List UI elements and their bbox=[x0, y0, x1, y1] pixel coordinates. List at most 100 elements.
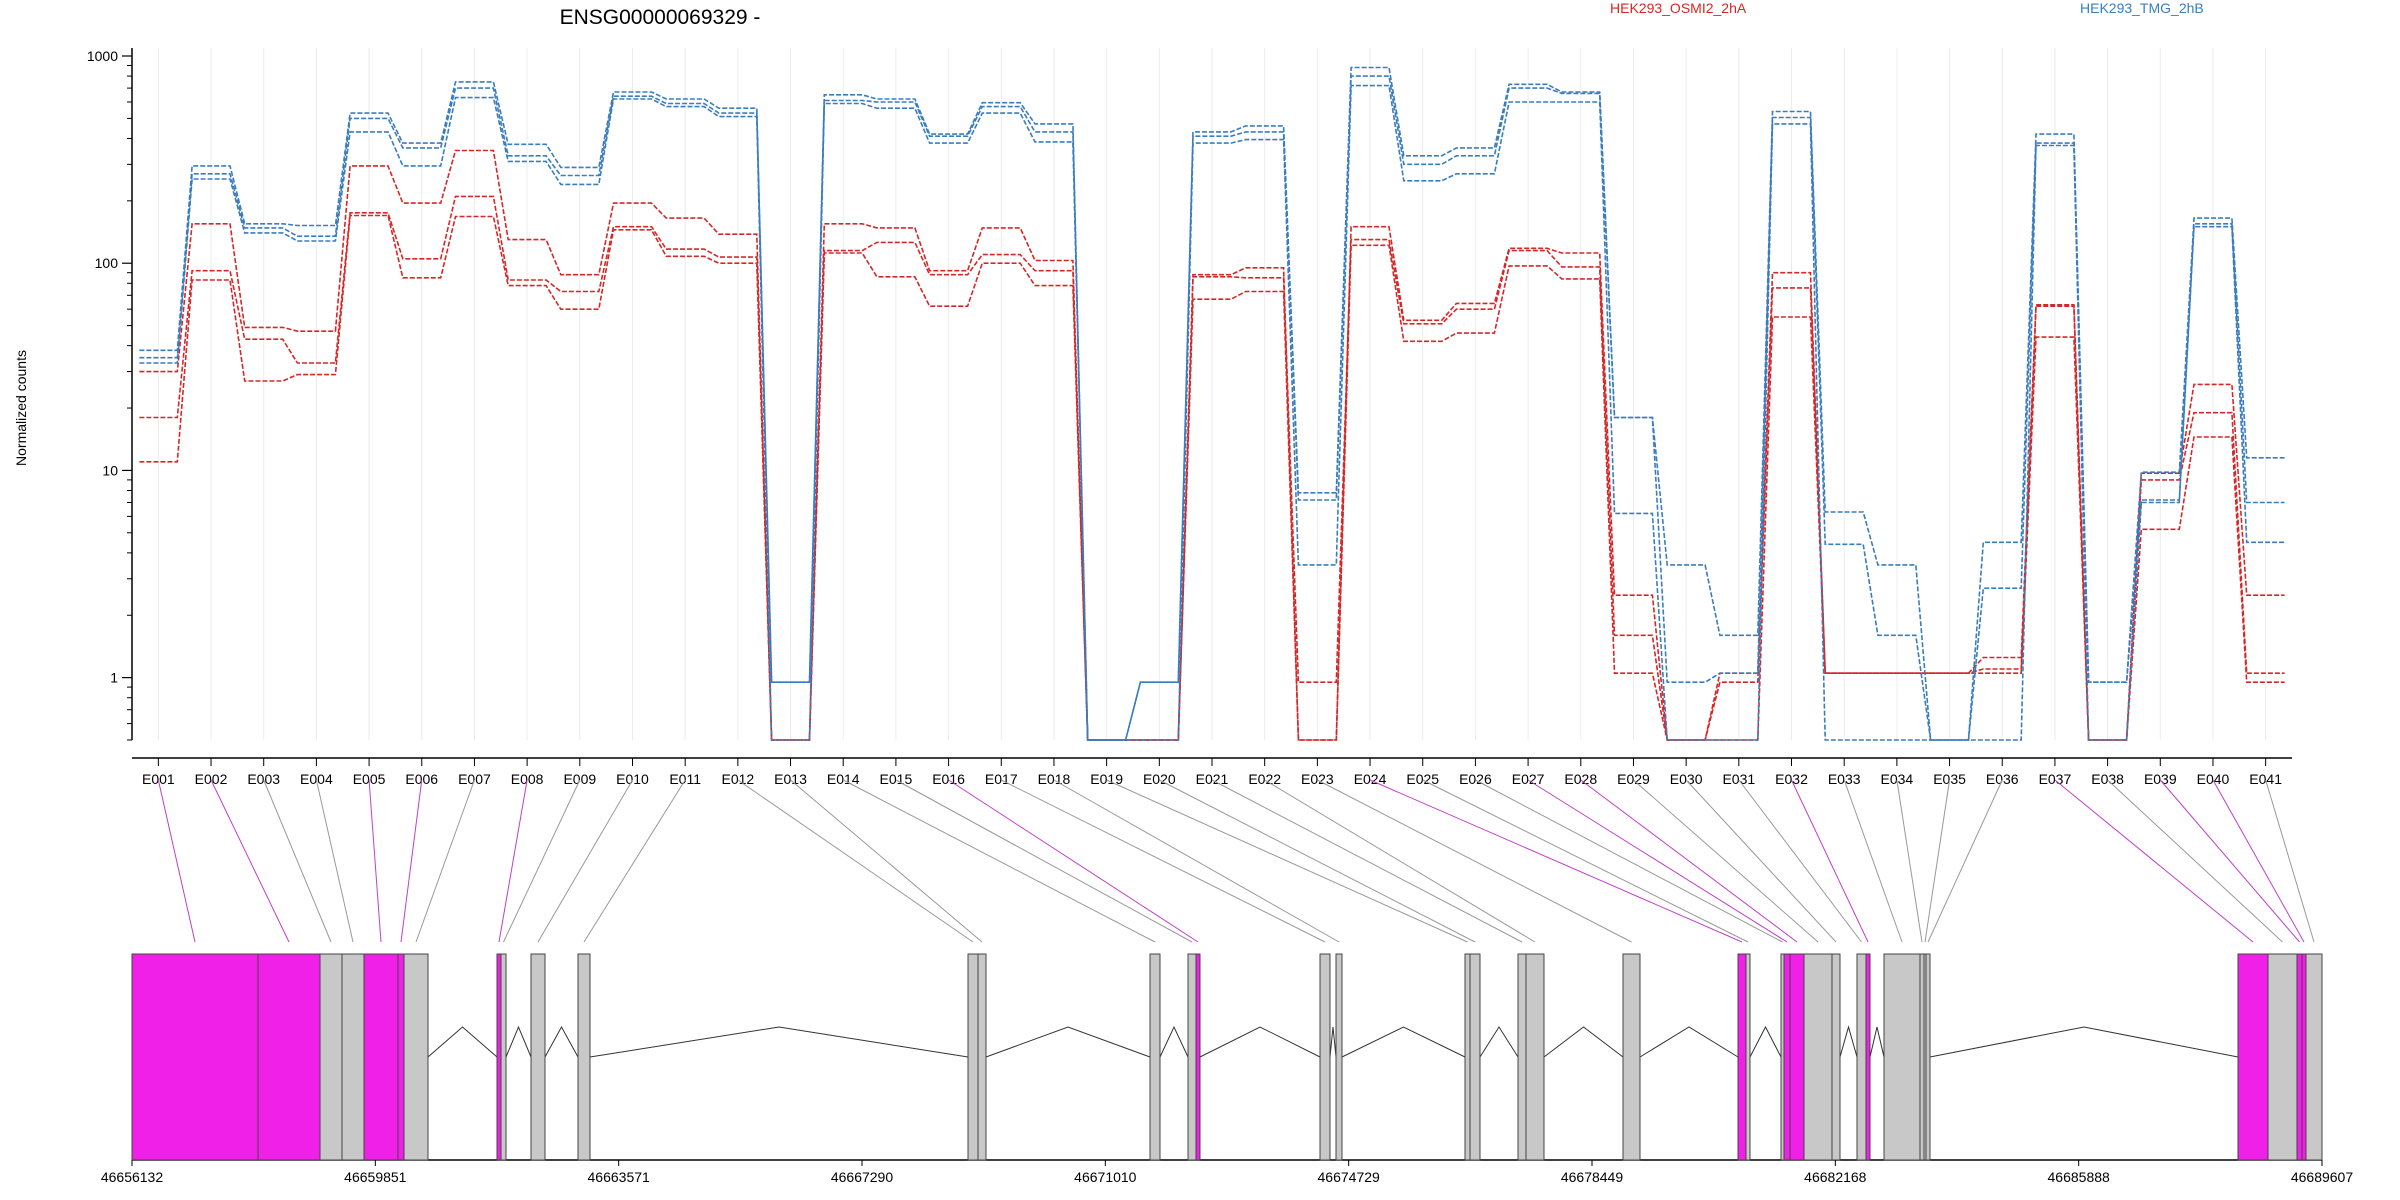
gene-exon-E022 bbox=[1525, 953, 1545, 1161]
x-tick-label-E013: E013 bbox=[774, 771, 807, 787]
x-tick-label-E011: E011 bbox=[669, 771, 701, 787]
series-0-replicate-2 bbox=[139, 214, 2285, 741]
connector-E027 bbox=[1527, 779, 1788, 943]
gene-exon-E009 bbox=[500, 953, 507, 1161]
intron bbox=[1749, 1025, 1782, 1058]
coordinate-label: 46671010 bbox=[1074, 1169, 1137, 1185]
connector-E036 bbox=[1927, 779, 2003, 943]
x-tick-label-E014: E014 bbox=[827, 771, 860, 787]
coordinate-label: 46656132 bbox=[101, 1169, 164, 1185]
gene-exon-E021 bbox=[1517, 953, 1527, 1161]
connector-E021 bbox=[1211, 779, 1523, 943]
x-tick-label-E003: E003 bbox=[247, 771, 280, 787]
x-tick-label-E007: E007 bbox=[458, 771, 491, 787]
gene-exon-E031 bbox=[1856, 953, 1867, 1161]
connector-E007 bbox=[415, 779, 475, 943]
x-tick-label-E040: E040 bbox=[2197, 771, 2230, 787]
gene-exon-E008 bbox=[496, 953, 502, 1161]
connector-E014 bbox=[842, 779, 1156, 943]
legend-label-tmg: HEK293_TMG_2hB bbox=[2080, 0, 2204, 16]
coordinate-label: 46663571 bbox=[588, 1169, 651, 1185]
x-tick-label-E026: E026 bbox=[1459, 771, 1492, 787]
x-tick-label-E009: E009 bbox=[563, 771, 596, 787]
x-tick-label-E029: E029 bbox=[1617, 771, 1650, 787]
x-tick-label-E018: E018 bbox=[1038, 771, 1071, 787]
series-1-replicate-1 bbox=[139, 75, 2285, 741]
x-tick-label-E019: E019 bbox=[1090, 771, 1123, 787]
intron bbox=[1839, 1025, 1858, 1058]
intron bbox=[589, 1026, 969, 1058]
connector-E008 bbox=[498, 779, 528, 943]
gene-exon-E041 bbox=[2305, 953, 2323, 1161]
gridlines bbox=[157, 48, 2267, 740]
connector-E009 bbox=[503, 779, 581, 943]
intron bbox=[1639, 1026, 1739, 1058]
connector-E022 bbox=[1264, 779, 1536, 943]
x-tick-label-E035: E035 bbox=[1933, 771, 1966, 787]
x-tick-label-E027: E027 bbox=[1512, 771, 1545, 787]
x-tick-label-E022: E022 bbox=[1248, 771, 1281, 787]
gene-exon-E020 bbox=[1469, 953, 1481, 1161]
gene-exon-E012 bbox=[967, 953, 979, 1161]
connector-E037 bbox=[2054, 779, 2254, 943]
connector-E015 bbox=[895, 779, 1193, 943]
coordinate-label: 46659851 bbox=[344, 1169, 407, 1185]
intron bbox=[1929, 1026, 2239, 1058]
connector-E023 bbox=[1317, 779, 1632, 943]
connector-E039 bbox=[2159, 779, 2300, 943]
connector-E016 bbox=[948, 779, 1199, 943]
connector-E005 bbox=[368, 779, 382, 943]
gene-exon-E029 bbox=[1803, 953, 1833, 1161]
gene-exon-E037 bbox=[2237, 953, 2269, 1161]
gene-exon-E004 bbox=[341, 953, 365, 1161]
x-tick-label-E010: E010 bbox=[616, 771, 649, 787]
x-tick-label-E031: E031 bbox=[1722, 771, 1755, 787]
series-1-replicate-0 bbox=[139, 66, 2285, 741]
gene-exon-E038 bbox=[2267, 953, 2298, 1161]
connector-E010 bbox=[537, 779, 633, 943]
coordinate-label: 46689607 bbox=[2291, 1169, 2354, 1185]
x-tick-label-E001: E001 bbox=[142, 771, 175, 787]
connector-E034 bbox=[1896, 779, 1923, 943]
connector-E035 bbox=[1924, 779, 1951, 943]
y-tick-label: 1 bbox=[110, 670, 118, 686]
x-tick-label-E021: E021 bbox=[1196, 771, 1229, 787]
x-tick-label-E025: E025 bbox=[1406, 771, 1439, 787]
connector-E011 bbox=[583, 779, 686, 943]
connector-E031 bbox=[1738, 779, 1862, 943]
gene-exon-E007 bbox=[403, 953, 429, 1161]
connector-E029 bbox=[1633, 779, 1819, 943]
connector-E017 bbox=[1001, 779, 1326, 943]
y-tick-label: 1000 bbox=[87, 48, 118, 64]
gene-exon-E028 bbox=[1789, 953, 1805, 1161]
gene-exon-E024 bbox=[1737, 953, 1747, 1161]
x-tick-label-E012: E012 bbox=[722, 771, 755, 787]
x-tick-label-E008: E008 bbox=[511, 771, 544, 787]
connector-E030 bbox=[1685, 779, 1837, 943]
connector-E025 bbox=[1422, 779, 1749, 943]
gene-exon-E025 bbox=[1745, 953, 1751, 1161]
x-tick-label-E017: E017 bbox=[985, 771, 1018, 787]
connector-E006 bbox=[400, 779, 423, 943]
gene-exon-E018 bbox=[1335, 953, 1343, 1161]
connector-E002 bbox=[210, 779, 290, 943]
gene-exon-E023 bbox=[1622, 953, 1641, 1161]
intron bbox=[544, 1025, 579, 1058]
gene-exon-E039 bbox=[2296, 953, 2303, 1161]
connector-E024 bbox=[1369, 779, 1743, 943]
y-tick-label: 10 bbox=[102, 462, 118, 478]
connector-E041 bbox=[2265, 779, 2315, 943]
gene-exon-E010 bbox=[530, 953, 546, 1161]
x-tick-label-E006: E006 bbox=[405, 771, 438, 787]
gene-exon-E033 bbox=[1883, 953, 1921, 1161]
intron bbox=[1543, 1026, 1624, 1058]
gene-exon-E001 bbox=[131, 953, 259, 1161]
gene-exon-E040 bbox=[2301, 953, 2307, 1161]
series-1-replicate-2 bbox=[139, 84, 2285, 741]
x-tick-label-E005: E005 bbox=[353, 771, 386, 787]
x-tick-label-E033: E033 bbox=[1828, 771, 1861, 787]
intron bbox=[1329, 1026, 1337, 1058]
x-tick-label-E037: E037 bbox=[2039, 771, 2072, 787]
intron bbox=[505, 1025, 532, 1058]
